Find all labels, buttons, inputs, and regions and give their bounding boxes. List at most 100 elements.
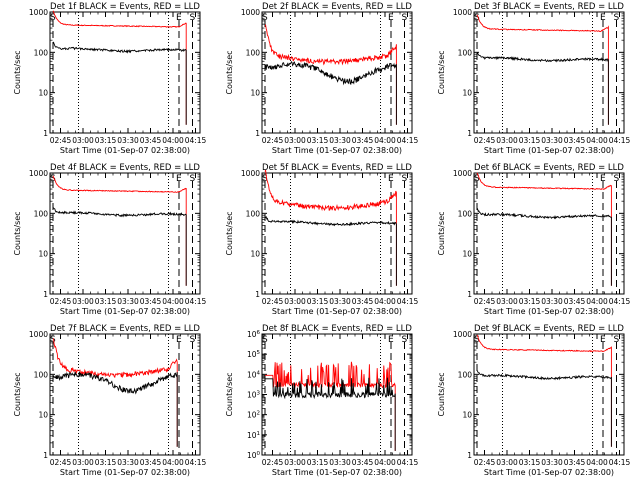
x-tick-label: 03:15 (95, 136, 117, 145)
plot-frame (473, 333, 625, 456)
y-tick-label: 100 (246, 209, 261, 218)
lld-series-line (264, 169, 397, 286)
x-tick-label: 04:00 (586, 297, 608, 306)
events-series-line (476, 208, 612, 286)
y-tick-label: 1 (467, 290, 472, 299)
x-tick-label: 04:00 (162, 458, 184, 467)
marker-label-s2: S (614, 335, 620, 345)
marker-label-s2: S (190, 13, 196, 23)
x-tick-label: 03:00 (284, 136, 306, 145)
x-tick-label: 03:45 (564, 458, 586, 467)
lld-series-line (476, 14, 609, 125)
panel-det-6: Det 6f BLACK = Events, RED = LLD 1 10 100 10… (437, 163, 631, 316)
y-tick-label: 100 (458, 48, 473, 57)
x-tick-label: 03:30 (541, 297, 563, 306)
lld-series-line (52, 10, 187, 125)
x-tick-label: 03:15 (95, 458, 117, 467)
events-series-line (476, 369, 612, 447)
x-tick-label: 02:45 (262, 458, 284, 467)
y-tick-label: 1000 (453, 169, 472, 178)
x-tick-label: 04:15 (609, 458, 631, 467)
x-tick-label: 02:45 (50, 458, 72, 467)
lld-series-line (264, 24, 397, 125)
x-tick-label: 03:30 (541, 136, 563, 145)
x-tick-label: 03:00 (284, 458, 306, 467)
lld-series-line (476, 172, 612, 286)
x-tick-label: 03:00 (72, 136, 94, 145)
x-tick-label: 03:15 (519, 297, 541, 306)
marker-label-e: E (388, 335, 394, 345)
x-tick-label: 04:00 (374, 297, 396, 306)
y-tick-label: 101 (247, 431, 260, 440)
y-tick-label: 100 (34, 209, 49, 218)
marker-label-s2: S (402, 13, 408, 23)
panel-title: Det 7f BLACK = Events, RED = LLD (50, 324, 200, 334)
x-tick-label: 02:45 (50, 136, 72, 145)
y-axis-label: Counts/sec (225, 211, 234, 255)
marker-label-s1: S (50, 174, 56, 184)
y-tick-label: 1 (43, 451, 48, 460)
x-tick-label: 03:00 (496, 136, 518, 145)
y-tick-label: 10 (38, 411, 48, 420)
x-tick-label: 04:15 (185, 458, 207, 467)
marker-label-s2: S (402, 335, 408, 345)
y-axis-label: Counts/sec (437, 50, 446, 94)
y-tick-label: 1000 (29, 169, 48, 178)
y-tick-label: 1 (467, 451, 472, 460)
x-tick-label: 03:00 (284, 297, 306, 306)
panel-det-9: Det 9f BLACK = Events, RED = LLD 1 10 100 10… (437, 324, 631, 477)
y-tick-label: 102 (247, 411, 260, 420)
y-tick-label: 106 (247, 330, 261, 339)
y-tick-label: 104 (247, 370, 261, 379)
panel-det-7: Det 7f BLACK = Events, RED = LLD 1 10 100 10… (13, 324, 207, 477)
x-axis-label: Start Time (01-Sep-07 02:38:00) (272, 146, 402, 155)
x-tick-label: 03:00 (72, 297, 94, 306)
panel-det-5: Det 5f BLACK = Events, RED = LLD 1 10 100 10… (225, 163, 419, 316)
x-tick-label: 04:15 (185, 136, 207, 145)
events-series-line (264, 60, 397, 125)
marker-label-e: E (600, 335, 606, 345)
x-tick-label: 03:45 (564, 297, 586, 306)
marker-label-e: E (600, 174, 606, 184)
x-tick-label: 03:45 (352, 297, 374, 306)
x-axis-label: Start Time (01-Sep-07 02:38:00) (484, 146, 614, 155)
x-tick-label: 03:30 (329, 136, 351, 145)
x-tick-label: 04:00 (374, 458, 396, 467)
marker-label-s1: S (262, 174, 268, 184)
panel-det-1: Det 1f BLACK = Events, RED = LLD 1 10 100 10… (13, 2, 207, 155)
x-tick-label: 04:15 (185, 297, 207, 306)
events-series-line (476, 52, 609, 125)
y-tick-label: 1 (255, 290, 260, 299)
y-axis-label: Counts/sec (437, 211, 446, 255)
marker-label-e: E (388, 174, 394, 184)
y-tick-label: 10 (462, 411, 472, 420)
x-tick-label: 04:00 (586, 136, 608, 145)
marker-label-e: E (176, 13, 182, 23)
x-axis-label: Start Time (01-Sep-07 02:38:00) (60, 468, 190, 477)
x-tick-label: 04:15 (609, 297, 631, 306)
x-tick-label: 03:45 (564, 136, 586, 145)
x-tick-label: 02:45 (50, 297, 72, 306)
plot-frame (49, 11, 201, 134)
panel-det-3: Det 3f BLACK = Events, RED = LLD 1 10 100 10… (437, 2, 631, 155)
x-axis-label: Start Time (01-Sep-07 02:38:00) (484, 307, 614, 316)
y-tick-label: 1 (43, 290, 48, 299)
x-tick-label: 03:30 (117, 297, 139, 306)
y-axis-label: Counts/sec (437, 372, 446, 416)
y-tick-label: 10 (38, 89, 48, 98)
marker-label-s2: S (190, 174, 196, 184)
marker-label-s1: S (474, 13, 480, 23)
plot-frame (49, 172, 201, 295)
y-tick-label: 1000 (453, 330, 472, 339)
x-tick-label: 03:30 (117, 136, 139, 145)
panel-title: Det 2f BLACK = Events, RED = LLD (262, 2, 412, 12)
x-tick-label: 04:15 (609, 136, 631, 145)
x-tick-label: 02:45 (474, 136, 496, 145)
panel-title: Det 4f BLACK = Events, RED = LLD (50, 163, 200, 173)
y-tick-label: 1000 (241, 8, 260, 17)
x-axis-label: Start Time (01-Sep-07 02:38:00) (272, 468, 402, 477)
x-tick-label: 03:15 (307, 297, 329, 306)
panel-det-2: Det 2f BLACK = Events, RED = LLD 1 10 100 10… (225, 2, 419, 155)
x-tick-label: 03:00 (496, 458, 518, 467)
